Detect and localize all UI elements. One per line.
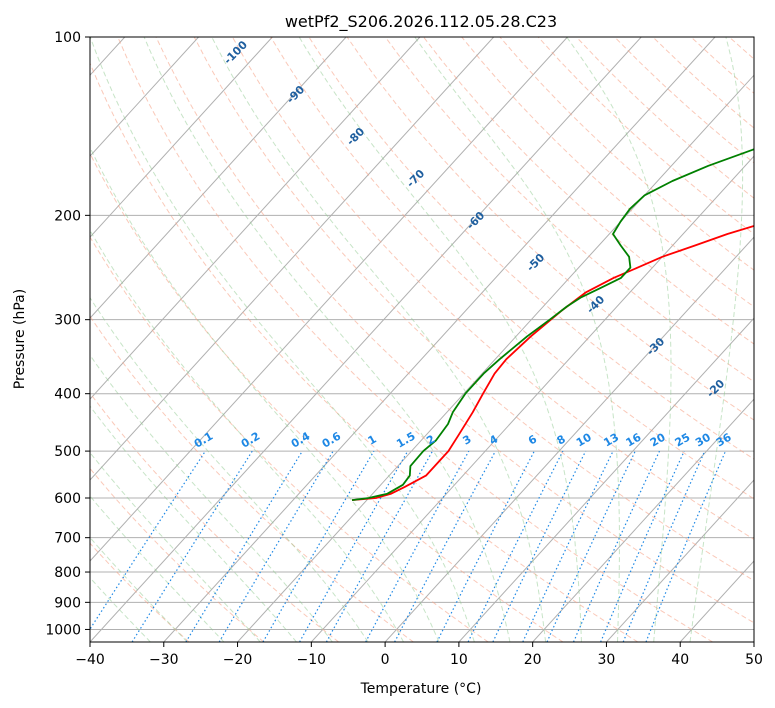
- dry-adiabat: [231, 37, 754, 540]
- moist-adiabat: [90, 451, 261, 642]
- y-tick-label: 600: [54, 491, 81, 507]
- chart-title: wetPf2_S206.2026.112.05.28.C23: [285, 12, 557, 32]
- y-tick-label: 700: [54, 531, 81, 547]
- moist-adiabat: [90, 296, 369, 642]
- dry-adiabat: [461, 37, 754, 308]
- dry-adiabat: [308, 37, 754, 460]
- isotherm: [458, 317, 754, 642]
- isotherm: [606, 479, 754, 642]
- dry-adiabat: [193, 37, 754, 582]
- dry-adiabat: [155, 37, 754, 624]
- mixing-ratio-line: [622, 450, 706, 642]
- dry-adiabat: [423, 37, 754, 345]
- isotherm: [532, 398, 754, 642]
- mixing-ratio-line: [90, 450, 206, 631]
- y-tick-label: 300: [54, 313, 81, 329]
- mixing-ratio-line: [365, 450, 470, 642]
- x-tick-label: 50: [745, 652, 763, 668]
- isotherm: [90, 37, 421, 400]
- x-axis-label: Temperature (°C): [360, 681, 482, 697]
- moist-adiabat: [90, 495, 225, 642]
- x-tick-label: 10: [450, 652, 468, 668]
- dry-adiabat: [90, 152, 564, 642]
- mixing-ratio-line: [572, 450, 661, 642]
- isotherm: [90, 37, 199, 157]
- dry-adiabat: [90, 62, 639, 642]
- isotherm: [163, 37, 716, 642]
- y-tick-label: 500: [54, 444, 81, 460]
- mixing-ratio-line: [467, 450, 564, 642]
- x-tick-label: −30: [149, 652, 179, 668]
- x-tick-label: 20: [524, 652, 542, 668]
- y-tick-label: 1000: [45, 622, 81, 638]
- dry-adiabat: [117, 37, 713, 642]
- x-tick-label: 0: [381, 652, 390, 668]
- x-tick-label: −10: [297, 652, 327, 668]
- moist-adiabat: [90, 37, 475, 642]
- moist-adiabat: [90, 536, 188, 642]
- isotherm: [90, 37, 495, 481]
- isotherm: [90, 37, 273, 238]
- isotherm: [237, 74, 754, 642]
- isotherm: [90, 37, 568, 562]
- x-tick-label: 30: [598, 652, 616, 668]
- mixing-ratio-line: [645, 450, 727, 642]
- moist-adiabat: [689, 37, 744, 642]
- moist-adiabat: [566, 37, 672, 642]
- moist-adiabat: [414, 37, 620, 642]
- y-tick-label: 200: [54, 208, 81, 224]
- temperature-line: [351, 225, 754, 501]
- moist-adiabat: [211, 37, 547, 642]
- mixing-ratio-line: [436, 450, 535, 642]
- isotherm: [90, 37, 347, 319]
- moist-adiabat: [90, 229, 404, 642]
- y-tick-label: 800: [54, 565, 81, 581]
- x-tick-label: 40: [671, 652, 689, 668]
- mixing-ratio-line: [394, 450, 496, 642]
- background-reference-lines: [90, 37, 754, 642]
- moist-adiabat: [298, 37, 582, 642]
- y-axis: 100 200 300 400 500 600 700 800 900 1000: [45, 30, 90, 638]
- moist-adiabat: [90, 405, 297, 642]
- mixing-ratio-line: [185, 450, 303, 642]
- x-tick-label: −20: [223, 652, 253, 668]
- mixing-ratio-line: [131, 450, 253, 642]
- y-axis-label: Pressure (hPa): [12, 289, 28, 389]
- mixing-ratio-line: [325, 450, 434, 642]
- y-tick-label: 900: [54, 595, 81, 611]
- y-tick-label: 400: [54, 387, 81, 403]
- dry-adiabat: [346, 37, 754, 421]
- isotherm: [90, 37, 642, 642]
- plot-frame: [89, 36, 755, 643]
- x-axis: −40 −30 −20 −10 0 10 20 30 40 50: [75, 642, 763, 668]
- sounding-profiles: [351, 148, 754, 501]
- dry-adiabat: [90, 235, 489, 642]
- moist-adiabat: [90, 146, 440, 642]
- x-tick-label: −40: [75, 652, 105, 668]
- moist-adiabat: [90, 577, 151, 642]
- y-tick-label: 100: [54, 30, 81, 46]
- dewpoint-line: [351, 148, 754, 501]
- isotherm: [384, 236, 754, 642]
- mixing-ratio-line: [600, 450, 685, 642]
- moist-adiabat: [143, 37, 511, 642]
